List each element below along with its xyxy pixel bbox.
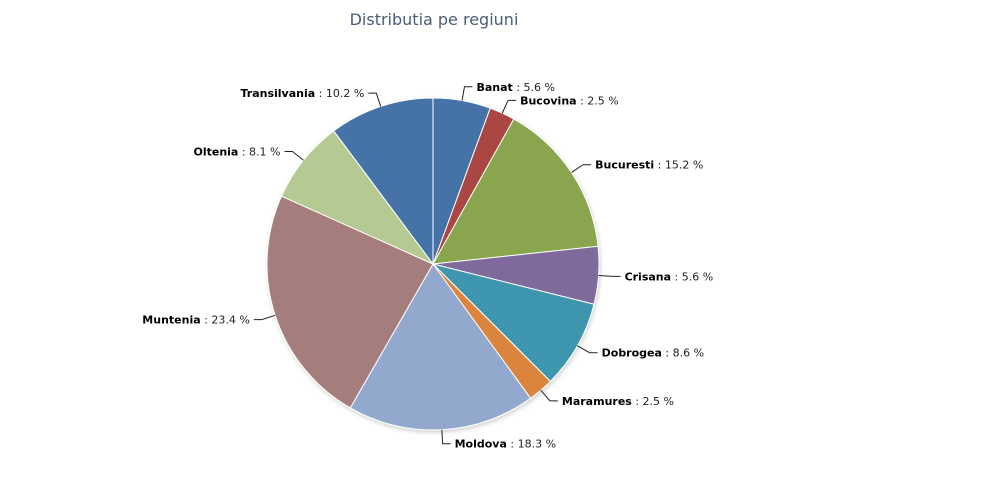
connector-maramures xyxy=(540,389,558,402)
slice-dobrogea[interactable] xyxy=(431,263,595,383)
connector-dobrogea xyxy=(577,345,598,354)
label-banat: Banat : 5.6 % xyxy=(477,81,555,94)
label-moldova: Moldova : 18.3 % xyxy=(455,438,556,451)
pie-slices xyxy=(266,97,600,431)
label-muntenia: Muntenia : 23.4 % xyxy=(142,314,249,327)
slice-transilvania[interactable] xyxy=(333,97,434,266)
slice-muntenia[interactable] xyxy=(266,195,434,409)
label-oltenia: Oltenia : 8.1 % xyxy=(193,145,280,158)
connector-muntenia xyxy=(253,314,276,321)
slice-bucuresti[interactable] xyxy=(432,118,599,265)
connector-crisana xyxy=(598,274,621,277)
pie-labels: Banat : 5.6 %Bucovina : 2.5 % Bucuresti :… xyxy=(142,81,713,451)
label-transilvania: Transilvania : 10.2 % xyxy=(240,87,364,100)
connector-moldova xyxy=(441,429,451,445)
connector-banat xyxy=(461,86,473,101)
label-maramures: Maramures : 2.5 % xyxy=(562,395,674,408)
label-bucuresti: Bucuresti : 15.2 % xyxy=(595,159,703,172)
connector-bucuresti xyxy=(571,164,592,173)
chart-title: Distributia pe regiuni xyxy=(349,10,519,29)
connector-transilvania xyxy=(368,92,382,107)
connector-bucovina xyxy=(501,99,517,114)
label-crisana: Crisana : 5.6 % xyxy=(625,270,714,283)
label-dobrogea: Dobrogea : 8.6 % xyxy=(602,347,704,360)
connector-oltenia xyxy=(284,150,304,161)
label-bucovina: Bucovina : 2.5 % xyxy=(520,94,619,107)
